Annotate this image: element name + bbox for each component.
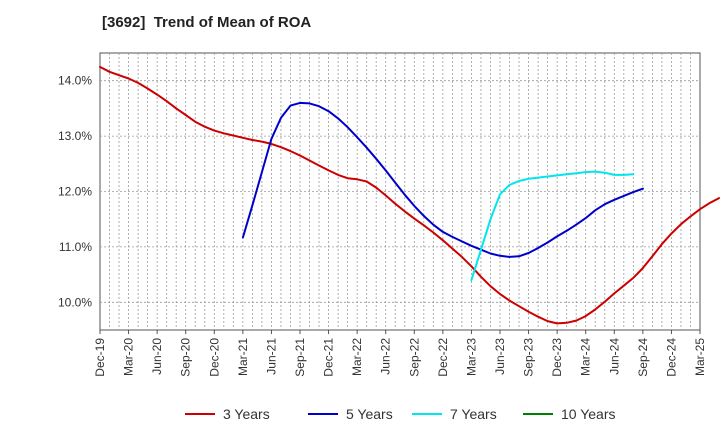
x-axis: Dec-19 Mar-20 Jun-20 Sep-20 Dec-20 Mar-21 Jun-…: [93, 330, 707, 377]
legend-label-7-years: 7 Years: [450, 406, 497, 422]
x-tick-label: Sep-20: [179, 338, 193, 377]
x-tick-label: Mar-22: [350, 338, 364, 376]
y-tick-label: 13.0%: [58, 129, 92, 143]
x-tick-label: Jun-22: [379, 338, 393, 375]
legend-label-5-years: 5 Years: [346, 406, 393, 422]
y-tick-label: 14.0%: [58, 74, 92, 88]
x-tick-label: Jun-24: [607, 338, 621, 375]
chart-title: [3692] Trend of Mean of ROA: [102, 14, 312, 31]
x-tick-label: Sep-21: [293, 338, 307, 377]
horizontal-gridlines: [100, 80, 700, 303]
x-tick-label: Dec-20: [207, 338, 221, 377]
x-tick-label: Jun-21: [264, 338, 278, 375]
series-lines: [99, 65, 720, 325]
y-tick-label: 12.0%: [58, 185, 92, 199]
series-line-3-years: [99, 65, 720, 325]
y-tick-label: 10.0%: [58, 295, 92, 309]
x-tick-label: Dec-23: [550, 338, 564, 377]
x-tick-label: Dec-24: [664, 338, 678, 377]
x-tick-label: Sep-22: [407, 338, 421, 377]
series-line-7-years: [470, 170, 635, 282]
legend: 3 Years 5 Years 7 Years 10 Years: [185, 406, 616, 422]
x-tick-label: Mar-25: [693, 338, 707, 376]
y-axis: 10.0% 11.0% 12.0% 13.0% 14.0%: [58, 74, 92, 310]
x-tick-label: Mar-23: [464, 338, 478, 376]
x-tick-label: Dec-22: [436, 338, 450, 377]
x-tick-label: Dec-19: [93, 338, 107, 377]
x-tick-label: Jun-23: [493, 338, 507, 375]
x-tick-label: Mar-20: [122, 338, 136, 376]
series-line-5-years: [241, 101, 644, 258]
x-tick-label: Sep-23: [522, 338, 536, 377]
legend-label-10-years: 10 Years: [561, 406, 616, 422]
x-tick-label: Mar-21: [236, 338, 250, 376]
x-tick-label: Mar-24: [579, 338, 593, 376]
x-tick-label: Dec-21: [322, 338, 336, 377]
x-tick-label: Jun-20: [150, 338, 164, 375]
legend-label-3-years: 3 Years: [223, 406, 270, 422]
x-tick-label: Sep-24: [636, 338, 650, 377]
y-tick-label: 11.0%: [59, 240, 92, 254]
